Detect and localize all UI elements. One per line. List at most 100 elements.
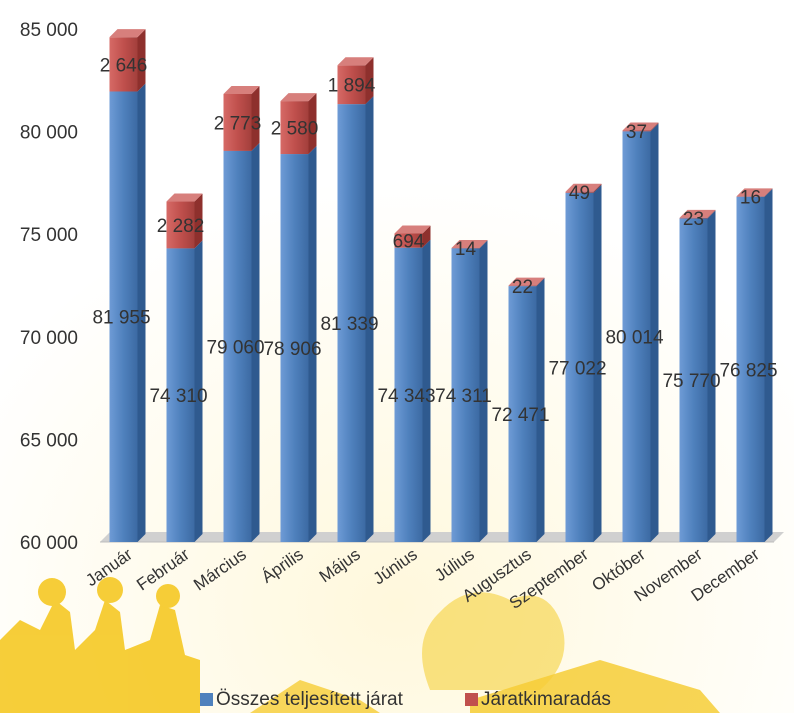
bar-teljesitett-side (194, 240, 203, 542)
bar-kimaradas-front (565, 191, 594, 193)
data-label-teljesitett: 79 060 (206, 337, 264, 358)
bar-teljesitett-front (280, 154, 309, 542)
data-label-kimaradas: 22 (512, 277, 533, 298)
data-label-kimaradas: 2 282 (157, 216, 205, 237)
data-label-kimaradas: 694 (393, 232, 425, 253)
bar-kimaradas-side (764, 188, 773, 197)
bar-kimaradas-side (251, 85, 260, 151)
bar-kimaradas (280, 93, 317, 155)
bar-kimaradas (109, 29, 146, 92)
head-silhouette (38, 578, 66, 606)
bar-teljesitett-front (394, 247, 423, 542)
data-label-teljesitett: 74 310 (149, 386, 207, 407)
head-silhouette (156, 584, 180, 608)
data-label-kimaradas: 14 (455, 239, 477, 260)
data-label-kimaradas: 2 646 (100, 55, 148, 76)
background-decoration (0, 577, 720, 713)
bar-teljesitett-front (337, 104, 366, 542)
bar-kimaradas-top (565, 183, 602, 192)
bar-teljesitett (280, 146, 317, 542)
bar-teljesitett (337, 96, 374, 542)
data-label-kimaradas: 37 (626, 122, 647, 143)
data-label-kimaradas: 49 (569, 183, 590, 204)
data-label-teljesitett: 78 906 (263, 339, 321, 360)
bar-kimaradas-front (223, 93, 252, 151)
data-label-teljesitett: 74 343 (377, 386, 435, 407)
bar-kimaradas-front (337, 65, 366, 105)
y-tick-label: 75 000 (20, 225, 78, 246)
data-label-kimaradas: 2 773 (214, 113, 262, 134)
bar-kimaradas-side (650, 122, 659, 132)
data-label-teljesitett: 77 022 (548, 358, 606, 379)
bar-kimaradas-front (109, 37, 138, 92)
bar-teljesitett-front (679, 218, 708, 542)
data-label-teljesitett: 76 825 (719, 360, 777, 381)
data-label-teljesitett: 72 471 (491, 405, 549, 426)
bar-kimaradas-top (622, 122, 659, 131)
bar-kimaradas-top (166, 193, 203, 202)
bar-teljesitett-side (308, 146, 317, 542)
plot-floor (100, 532, 784, 542)
bar-kimaradas-side (536, 277, 545, 287)
road-silhouette (250, 680, 380, 713)
legend-label: Összes teljesített járat (216, 689, 404, 710)
bar-teljesitett-front (622, 131, 651, 542)
legend-swatch (200, 693, 213, 706)
data-label-teljesitett: 75 770 (662, 371, 720, 392)
legend: Összes teljesített járat Járatkimaradás (200, 689, 611, 710)
bar-teljesitett-front (736, 196, 765, 542)
data-label-kimaradas: 1 894 (328, 76, 376, 97)
y-tick-label: 85 000 (20, 20, 78, 41)
bar-kimaradas-side (137, 29, 146, 92)
data-labels: 81 955 2 646 74 310 2 282 79 060 2 773 78 906 2… (92, 55, 777, 426)
bus-silhouette (470, 660, 720, 713)
bar-teljesitett-front (223, 150, 252, 542)
bar-kimaradas-side (422, 225, 431, 248)
legend-swatch (465, 693, 478, 706)
data-label-kimaradas: 23 (683, 209, 704, 230)
bar-kimaradas-top (223, 85, 260, 94)
bar-teljesitett-front (109, 91, 138, 542)
bar-teljesitett-side (764, 188, 773, 542)
data-label-teljesitett: 81 339 (320, 314, 378, 335)
bar-teljesitett-front (565, 192, 594, 542)
bar-teljesitett (223, 142, 260, 542)
legend-label: Járatkimaradás (481, 689, 611, 710)
bar-kimaradas-side (479, 240, 488, 249)
data-label-kimaradas: 2 580 (271, 119, 319, 140)
y-tick-label: 70 000 (20, 328, 78, 349)
bar-kimaradas-top (337, 57, 374, 66)
bar-series (109, 29, 773, 543)
bar-kimaradas-top (451, 240, 488, 249)
bar-kimaradas-side (707, 209, 716, 219)
bar-teljesitett-side (251, 142, 260, 542)
bar-teljesitett (508, 278, 545, 542)
data-label-teljesitett: 74 311 (435, 386, 492, 407)
bar-teljesitett-front (508, 286, 537, 542)
bar-teljesitett-side (593, 184, 602, 542)
bar-kimaradas-top (280, 93, 317, 102)
data-label-teljesitett: 80 014 (605, 328, 664, 349)
bar-kimaradas-top (394, 225, 431, 234)
bar-kimaradas-side (308, 93, 317, 155)
bar-kimaradas (679, 209, 716, 219)
bar-kimaradas (394, 225, 431, 248)
bar-kimaradas-top (109, 29, 146, 38)
bar-kimaradas (736, 188, 773, 197)
tree-silhouette (422, 592, 565, 690)
bar-kimaradas-side (194, 193, 203, 249)
y-axis: 60 000 65 000 70 000 75 000 80 000 85 000 (20, 20, 78, 554)
bar-kimaradas (451, 240, 488, 249)
bar-kimaradas-side (593, 183, 602, 193)
head-silhouette (97, 577, 123, 603)
people-silhouette (0, 600, 200, 713)
y-tick-label: 80 000 (20, 123, 78, 144)
data-label-kimaradas: 16 (740, 188, 761, 209)
bar-kimaradas-top (679, 209, 716, 218)
bar-teljesitett-side (365, 96, 374, 542)
data-label-teljesitett: 81 955 (92, 308, 150, 329)
bar-teljesitett-side (137, 83, 146, 542)
bar-kimaradas (223, 85, 260, 151)
